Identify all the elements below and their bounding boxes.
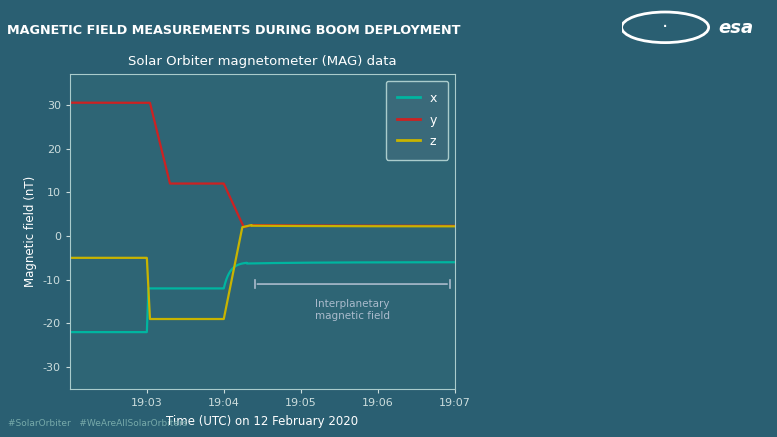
X-axis label: Time (UTC) on 12 February 2020: Time (UTC) on 12 February 2020 xyxy=(166,415,358,428)
Text: #SolarOrbiter   #WeAreAllSolarOrbiters: #SolarOrbiter #WeAreAllSolarOrbiters xyxy=(8,420,187,428)
Y-axis label: Magnetic field (nT): Magnetic field (nT) xyxy=(24,176,37,287)
Text: esa: esa xyxy=(718,19,753,38)
Text: MAGNETIC FIELD MEASUREMENTS DURING BOOM DEPLOYMENT: MAGNETIC FIELD MEASUREMENTS DURING BOOM … xyxy=(8,24,461,37)
Title: Solar Orbiter magnetometer (MAG) data: Solar Orbiter magnetometer (MAG) data xyxy=(128,55,396,68)
Legend: x, y, z: x, y, z xyxy=(386,80,448,160)
Text: ·: · xyxy=(662,18,668,37)
Text: Interplanetary
magnetic field: Interplanetary magnetic field xyxy=(315,299,390,321)
